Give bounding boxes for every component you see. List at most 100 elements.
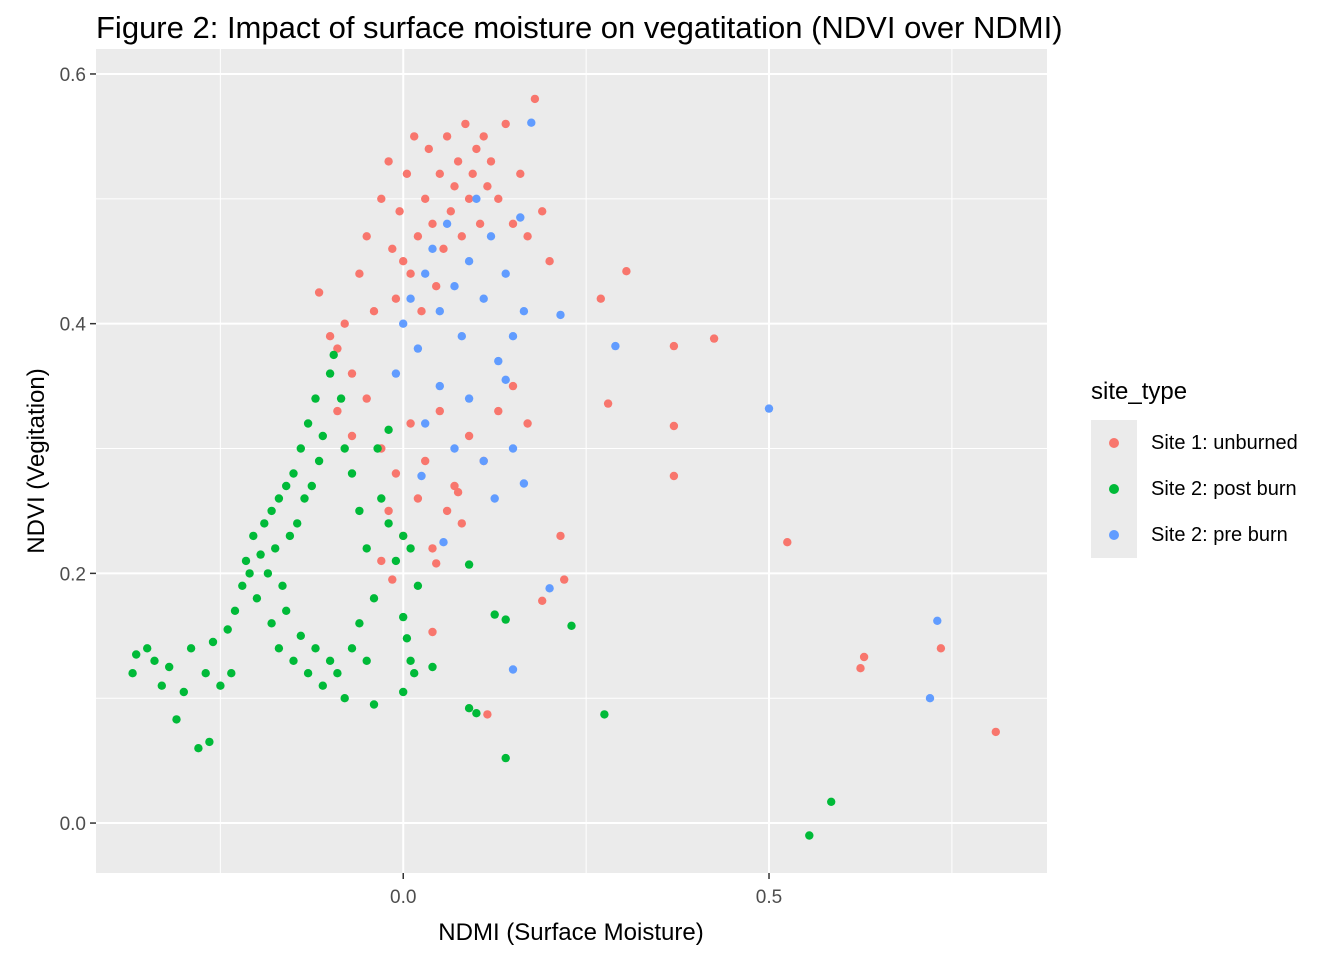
point-series-0 [402,169,412,178]
point-series-0 [406,419,415,428]
axis-ticks: 0.0 0.5 0.0 0.2 0.4 0.6 [60,65,783,908]
point-series-0 [362,232,371,241]
point-series-1 [501,615,510,624]
point-series-1 [311,394,320,403]
point-series-0 [457,519,466,528]
point-series-0 [388,575,397,584]
point-series-0 [483,182,492,191]
y-tick-label: 0.0 [60,814,86,835]
point-series-1 [165,662,174,672]
legend-dot [1109,484,1119,494]
point-series-2 [501,269,510,278]
point-series-1 [300,494,309,503]
point-series-2 [479,456,488,466]
legend-label: Site 1: unburned [1151,431,1298,454]
point-series-1 [340,444,349,453]
point-series-0 [410,132,419,141]
point-series-2 [439,538,448,547]
point-series-0 [432,559,441,568]
point-series-1 [399,612,408,622]
point-series-2 [490,494,499,503]
point-series-2 [508,665,518,674]
point-series-1 [311,644,320,653]
y-tick-label: 0.6 [60,65,86,86]
y-tick-label: 0.4 [60,315,87,336]
point-series-1 [172,715,181,724]
point-series-0 [384,157,393,166]
point-series-0 [538,596,547,605]
point-series-1 [223,625,232,634]
point-series-2 [508,332,518,341]
point-series-1 [325,656,335,665]
point-series-1 [406,544,415,553]
point-series-0 [453,488,463,497]
point-series-0 [501,119,510,129]
point-series-0 [486,157,496,166]
point-series-0 [457,232,466,241]
point-series-1 [201,669,210,678]
point-series-1 [406,656,415,665]
point-series-0 [464,194,474,203]
point-series-1 [336,394,346,403]
point-series-1 [238,581,247,590]
point-series-1 [355,619,364,628]
point-series-1 [271,544,280,553]
point-series-0 [494,406,503,416]
point-series-2 [428,244,437,253]
point-series-0 [421,456,430,466]
point-series-1 [373,444,382,453]
point-series-0 [669,341,679,351]
point-series-0 [421,194,430,203]
point-series-1 [274,494,284,503]
point-series-2 [516,213,525,222]
point-series-1 [179,687,188,697]
point-series-1 [384,519,393,528]
point-series-0 [475,219,485,228]
legend-key [1091,466,1137,512]
point-series-0 [369,307,379,316]
point-series-0 [325,332,335,341]
point-series-1 [278,581,287,590]
point-series-1 [194,744,203,753]
legend-item-pre-burn: Site 2: pre burn [1091,512,1298,558]
point-series-0 [395,207,404,216]
point-series-1 [227,669,236,678]
x-axis-label: NDMI (Surface Moisture) [438,919,703,946]
point-series-0 [435,169,444,178]
point-series-1 [355,506,364,516]
point-series-1 [399,531,408,541]
point-series-0 [516,169,525,178]
point-series-1 [296,631,305,640]
point-series-1 [293,519,302,528]
legend-label: Site 2: post burn [1151,477,1297,500]
point-series-1 [384,425,393,434]
point-series-1 [318,681,327,690]
x-tick-label: 0.5 [756,887,782,908]
major-gridlines [96,49,1047,873]
point-series-1 [267,619,276,628]
point-series-1 [260,519,269,528]
point-series-0 [523,419,532,428]
point-series-0 [391,469,401,478]
point-series-0 [783,538,792,547]
point-series-1 [150,656,159,665]
point-series-2 [764,404,774,413]
point-series-1 [391,556,401,566]
point-series-1 [399,687,408,697]
point-series-2 [545,584,554,593]
point-series-0 [523,232,532,241]
point-series-1 [282,606,291,615]
chart-title: Figure 2: Impact of surface moisture on … [96,10,1063,45]
data-points [128,94,1000,840]
point-series-2 [435,381,444,391]
point-series-1 [230,606,240,615]
point-series-1 [256,550,265,559]
point-series-1 [377,494,386,503]
point-series-1 [132,650,141,659]
legend-dot [1109,530,1119,540]
point-series-1 [472,709,481,718]
point-series-0 [464,431,474,441]
point-series-1 [289,469,298,478]
point-series-0 [483,710,492,719]
point-series-0 [450,481,459,491]
